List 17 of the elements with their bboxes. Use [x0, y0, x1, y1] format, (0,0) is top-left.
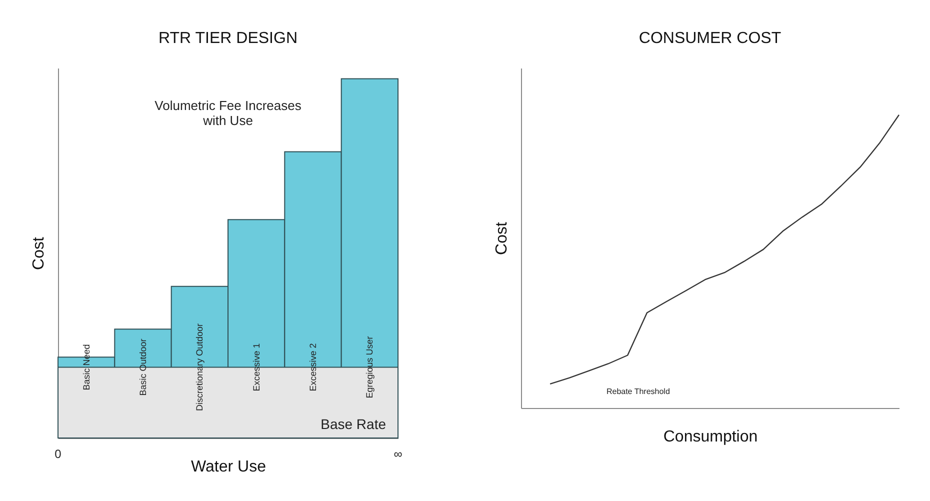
x-tick-label: Basic Need [81, 344, 92, 390]
annotation: Volumetric Fee Increases with Use [154, 98, 302, 128]
x-tick-label: Excessive 2 [308, 343, 318, 392]
x-tick-label: Discretionary Outdoor [194, 323, 205, 412]
annotation: Rebate Threshold [606, 387, 670, 396]
text: 0 [54, 447, 62, 461]
chart-title: CONSUMER COST [638, 30, 782, 47]
text: ∞ [394, 447, 403, 461]
x-axis-title: Water Use [191, 458, 266, 476]
band-label: Base Rate [320, 416, 386, 432]
x-tick-label: Basic Outdoor [138, 338, 148, 396]
x-tick-label: Egregious User [364, 336, 375, 398]
x-tick-label: Excessive 1 [251, 343, 262, 392]
chart-title: RTR TIER DESIGN [158, 30, 298, 47]
x-axis-title: Consumption [663, 428, 758, 446]
y-axis-title: Cost [494, 222, 510, 255]
y-axis-title: Cost [30, 236, 48, 270]
